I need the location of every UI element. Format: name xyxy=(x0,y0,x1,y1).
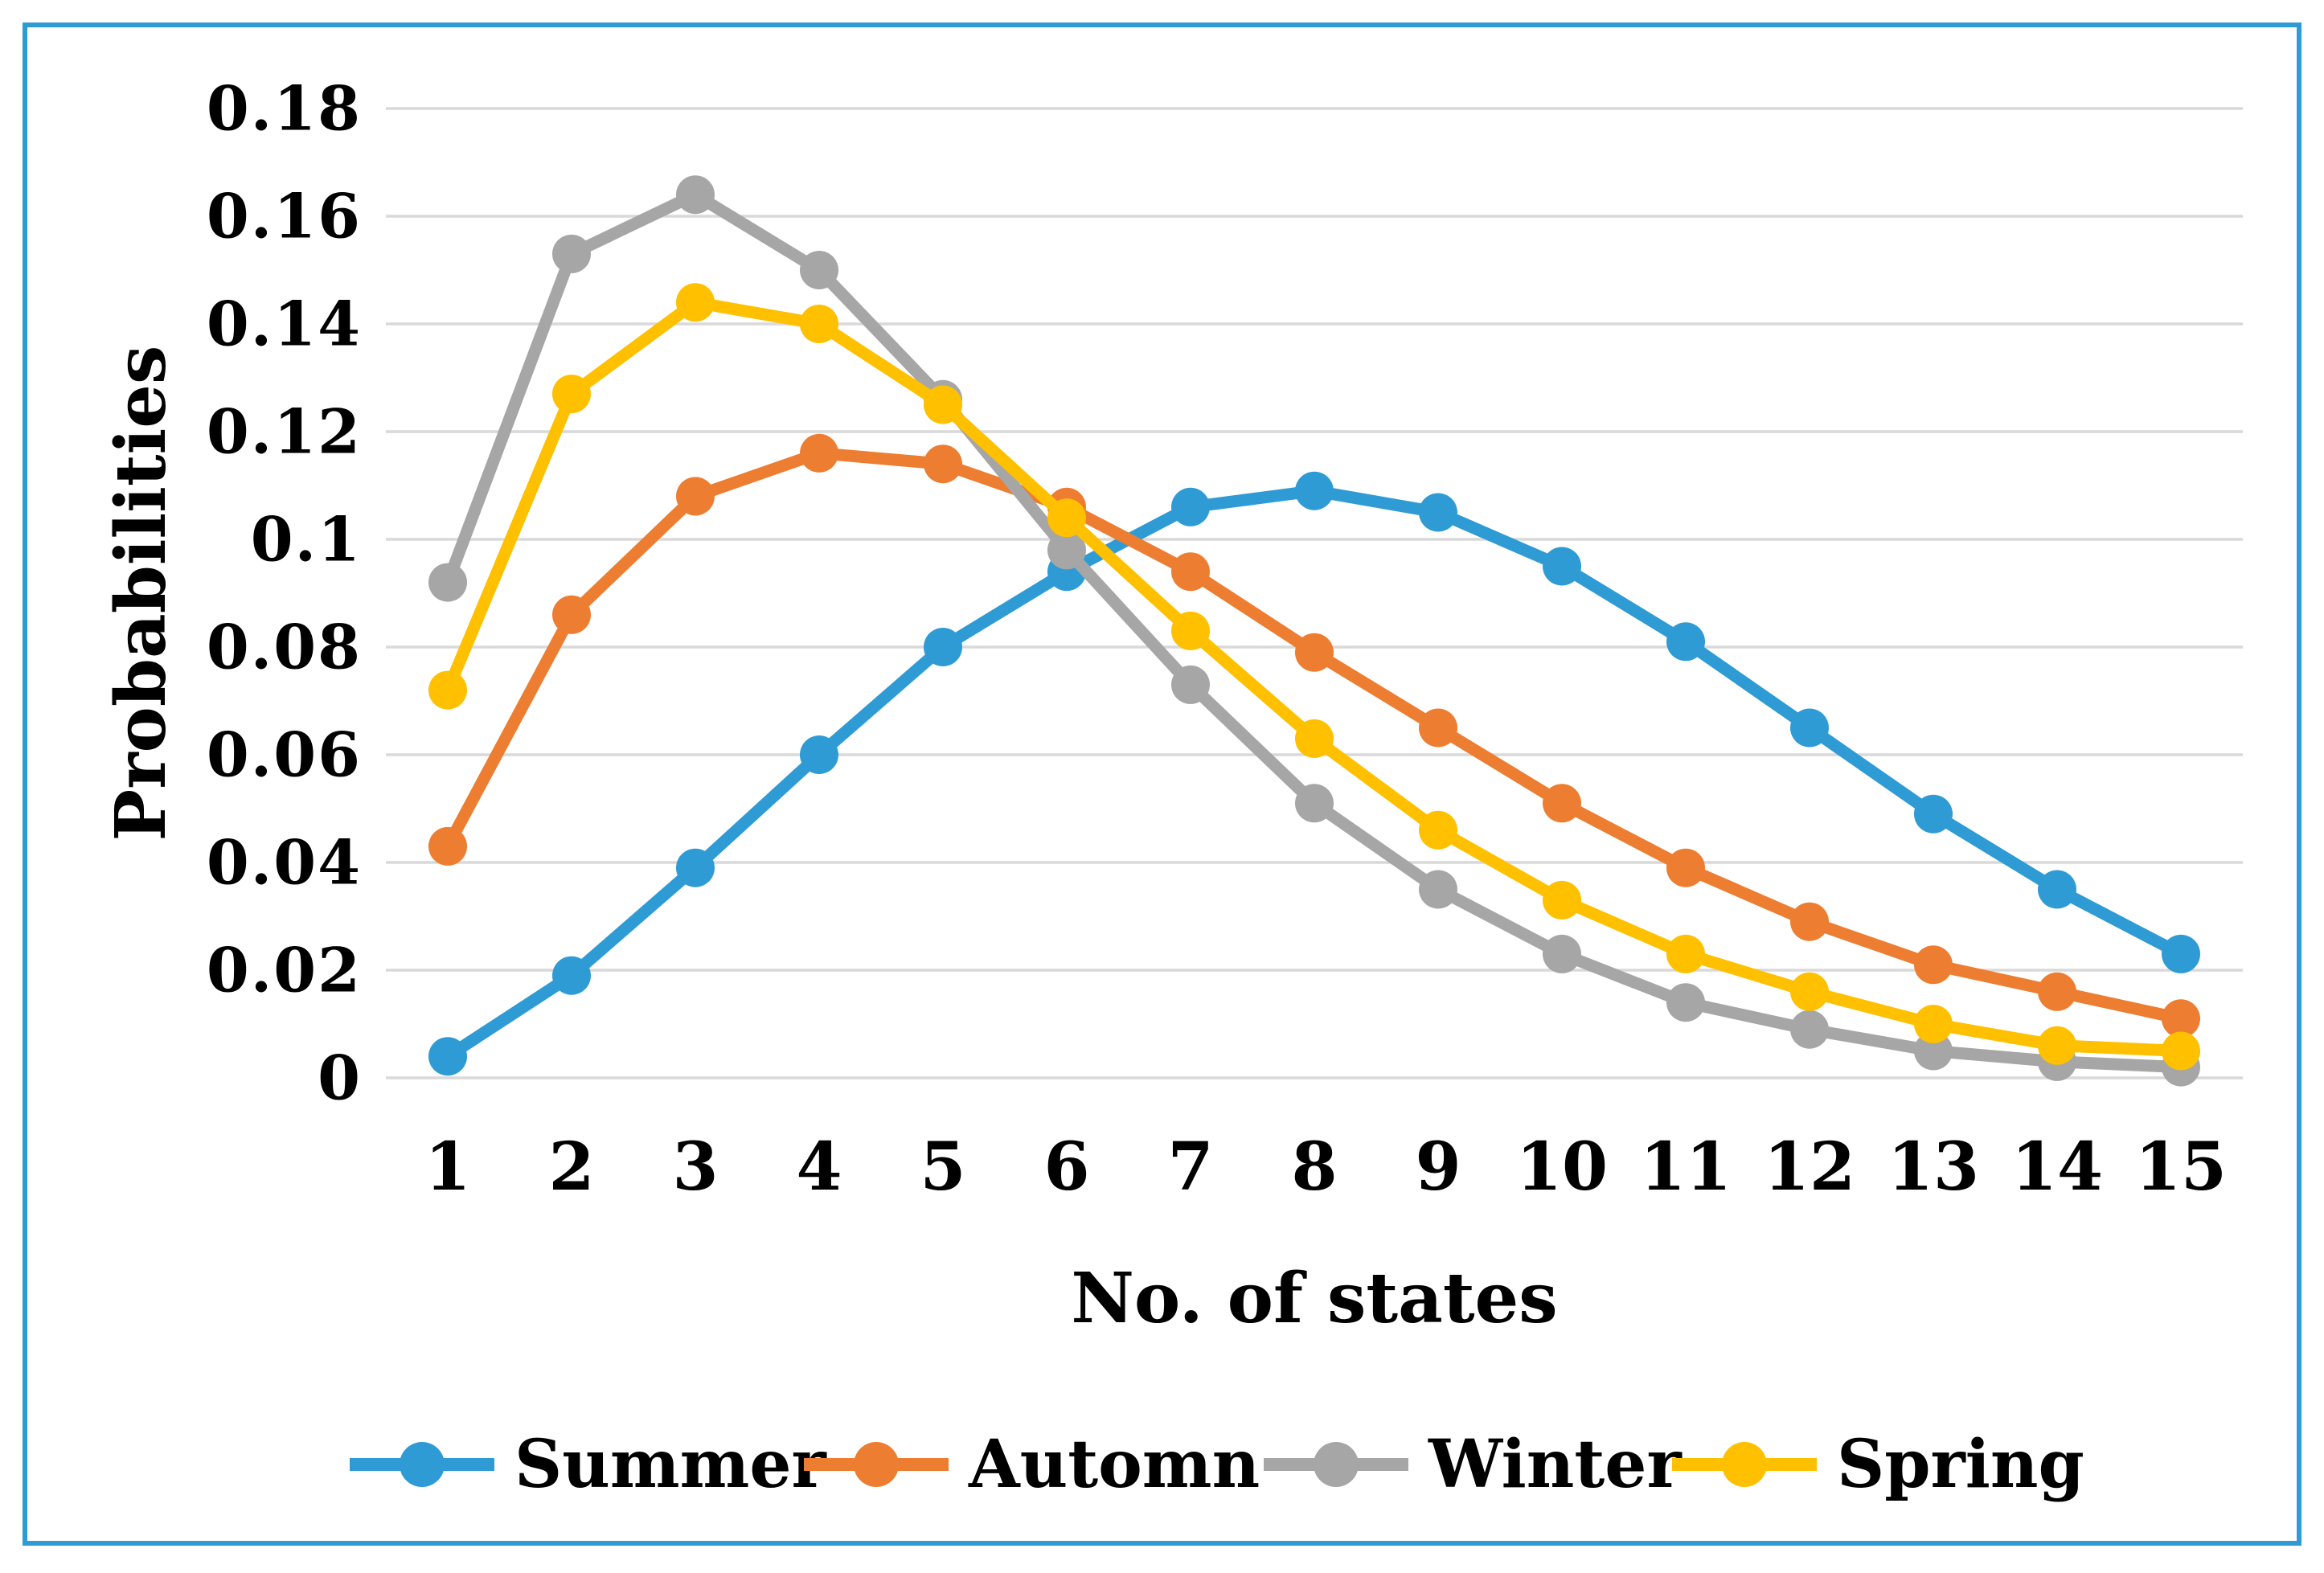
data-point-winter-6 xyxy=(1047,530,1086,570)
y-tick-label: 0.12 xyxy=(207,396,362,468)
y-axis-title: Probabilities xyxy=(100,346,182,842)
data-point-summer-12 xyxy=(1790,708,1829,748)
x-tick-label: 8 xyxy=(1291,1129,1337,1206)
data-point-winter-2 xyxy=(552,234,591,273)
data-point-spring-12 xyxy=(1790,972,1829,1011)
data-point-spring-1 xyxy=(428,670,467,710)
y-tick-label: 0.1 xyxy=(251,504,362,576)
legend-marker-automn xyxy=(854,1442,899,1487)
data-point-spring-3 xyxy=(676,283,715,322)
data-point-winter-11 xyxy=(1666,983,1705,1022)
data-point-winter-13 xyxy=(1914,1031,1953,1071)
data-point-automn-2 xyxy=(552,595,591,634)
y-tick-label: 0.14 xyxy=(207,289,362,360)
x-tick-label: 1 xyxy=(424,1129,470,1206)
data-point-summer-15 xyxy=(2162,934,2200,973)
data-point-automn-12 xyxy=(1790,902,1829,941)
data-point-spring-9 xyxy=(1419,810,1457,850)
x-tick-label: 9 xyxy=(1415,1129,1461,1206)
data-point-summer-11 xyxy=(1666,622,1705,662)
data-point-summer-7 xyxy=(1171,487,1210,526)
data-point-winter-1 xyxy=(428,563,467,602)
legend-marker-summer xyxy=(400,1442,445,1487)
data-point-spring-5 xyxy=(924,385,962,424)
data-point-automn-10 xyxy=(1543,784,1581,823)
data-point-summer-9 xyxy=(1419,493,1457,532)
data-point-automn-8 xyxy=(1295,633,1334,672)
data-point-automn-7 xyxy=(1171,552,1210,592)
data-point-summer-2 xyxy=(552,956,591,995)
data-point-winter-3 xyxy=(676,175,715,215)
data-point-winter-9 xyxy=(1419,870,1457,909)
data-point-automn-1 xyxy=(428,826,467,866)
x-tick-label: 14 xyxy=(2011,1129,2103,1206)
data-point-spring-2 xyxy=(552,375,591,414)
data-point-automn-14 xyxy=(2038,972,2076,1011)
data-point-summer-1 xyxy=(428,1037,467,1076)
y-tick-label: 0.18 xyxy=(207,73,362,145)
x-tick-label: 5 xyxy=(920,1129,965,1206)
x-tick-label: 15 xyxy=(2135,1129,2227,1206)
x-tick-label: 10 xyxy=(1516,1129,1608,1206)
data-point-automn-3 xyxy=(676,477,715,516)
x-tick-label: 6 xyxy=(1043,1129,1089,1206)
legend-label-winter: Winter xyxy=(1428,1426,1683,1503)
y-tick-label: 0 xyxy=(318,1043,362,1114)
data-point-winter-10 xyxy=(1543,934,1581,973)
data-point-summer-3 xyxy=(676,848,715,887)
x-tick-label: 7 xyxy=(1167,1129,1213,1206)
data-point-spring-4 xyxy=(800,305,838,343)
y-tick-label: 0.06 xyxy=(207,719,362,791)
data-point-winter-7 xyxy=(1171,665,1210,704)
y-tick-label: 0.02 xyxy=(207,935,362,1006)
data-point-winter-4 xyxy=(800,251,838,289)
data-point-automn-15 xyxy=(2162,999,2200,1038)
data-point-automn-11 xyxy=(1666,848,1705,887)
data-point-spring-10 xyxy=(1543,880,1581,920)
x-axis-title: No. of states xyxy=(1071,1258,1557,1339)
data-point-spring-14 xyxy=(2038,1026,2076,1065)
data-point-spring-8 xyxy=(1295,719,1334,758)
data-point-spring-11 xyxy=(1666,934,1705,973)
x-tick-label: 4 xyxy=(796,1129,842,1206)
data-point-spring-6 xyxy=(1047,498,1086,538)
data-point-automn-13 xyxy=(1914,945,1953,985)
data-point-automn-9 xyxy=(1419,708,1457,748)
data-point-summer-10 xyxy=(1543,547,1581,586)
y-tick-label: 0.04 xyxy=(207,827,362,899)
legend-label-automn: Automn xyxy=(968,1426,1260,1503)
data-point-spring-15 xyxy=(2162,1031,2200,1071)
data-point-summer-5 xyxy=(924,628,962,666)
legend-marker-winter xyxy=(1314,1442,1359,1487)
chart-border xyxy=(23,23,2301,1546)
x-tick-label: 11 xyxy=(1640,1129,1732,1206)
data-point-automn-5 xyxy=(924,444,962,484)
x-tick-label: 13 xyxy=(1887,1129,1979,1206)
y-tick-label: 0.08 xyxy=(207,612,362,683)
data-point-winter-12 xyxy=(1790,1010,1829,1049)
legend-marker-spring xyxy=(1722,1442,1767,1487)
x-tick-label: 3 xyxy=(672,1129,718,1206)
x-tick-label: 2 xyxy=(548,1129,594,1206)
data-point-automn-4 xyxy=(800,433,838,473)
data-point-summer-8 xyxy=(1295,471,1334,510)
data-point-spring-7 xyxy=(1171,611,1210,650)
data-point-winter-8 xyxy=(1295,784,1334,823)
legend-label-spring: Spring xyxy=(1837,1426,2084,1503)
data-point-spring-13 xyxy=(1914,1005,1953,1043)
y-tick-label: 0.16 xyxy=(207,181,362,252)
data-point-summer-14 xyxy=(2038,870,2076,909)
data-point-summer-13 xyxy=(1914,794,1953,834)
x-tick-label: 12 xyxy=(1764,1129,1855,1206)
data-point-summer-4 xyxy=(800,735,838,774)
legend-label-summer: Summer xyxy=(514,1426,828,1503)
